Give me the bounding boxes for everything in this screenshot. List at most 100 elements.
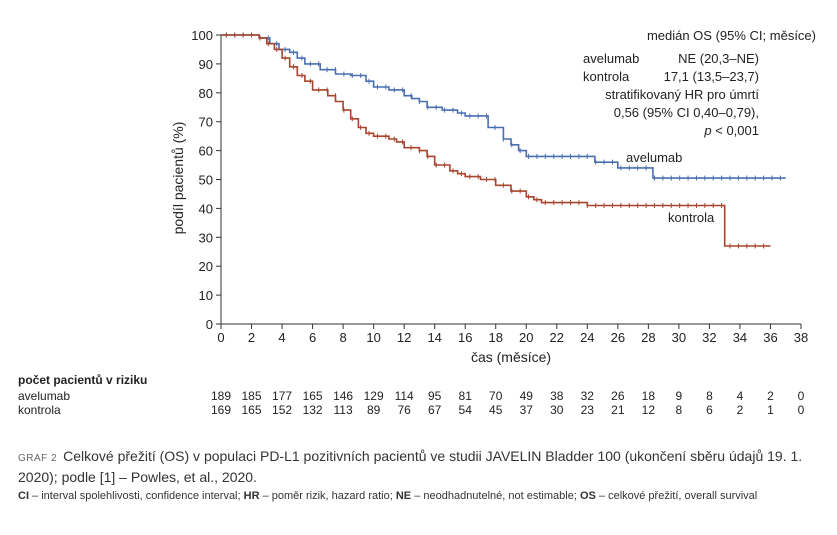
risk-count: 0	[797, 403, 805, 417]
x-tick-label: 6	[309, 330, 316, 345]
annotation-hr-line-1: stratifikovaný HR pro úmrtí	[605, 87, 759, 102]
risk-count: 9	[675, 389, 683, 403]
risk-count: 18	[641, 389, 656, 403]
risk-count: 132	[302, 403, 323, 417]
x-tick-label: 10	[366, 330, 380, 345]
annotation-p-symbol: p	[703, 123, 711, 138]
annotation-label-kontrola: kontrola	[583, 69, 630, 84]
x-tick-label: 20	[519, 330, 533, 345]
risk-count: 38	[550, 389, 564, 403]
x-tick-label: 18	[489, 330, 503, 345]
annotation-p-value: p < 0,001	[703, 123, 759, 138]
x-tick-label: 22	[550, 330, 564, 345]
abbreviations-footnote: CI – interval spolehlivosti, confidence …	[18, 490, 828, 502]
y-tick-label: 60	[199, 144, 213, 159]
y-tick-label: 90	[199, 57, 213, 72]
risk-count: 165	[241, 403, 262, 417]
risk-row-label: avelumab	[18, 389, 71, 403]
footnote-abbr: NE	[395, 490, 412, 502]
risk-count: 0	[797, 389, 805, 403]
survival-curves	[221, 32, 786, 249]
risk-count: 129	[363, 389, 384, 403]
caption-text: Celkové přežití (OS) v populaci PD-L1 po…	[18, 448, 803, 485]
x-tick-label: 30	[672, 330, 686, 345]
km-curve-kontrola	[221, 34, 771, 247]
annotation-value-avelumab: NE (20,3–NE)	[678, 51, 759, 66]
y-tick-label: 30	[199, 230, 213, 245]
figure-caption: GRAF 2 Celkové přežití (OS) v populaci PD…	[18, 447, 823, 487]
footnote-text: – neodhadnutelné, not estimable;	[411, 490, 580, 502]
y-tick-label: 100	[191, 28, 213, 43]
risk-count: 169	[210, 403, 232, 417]
annotation-label-avelumab: avelumab	[583, 51, 639, 66]
y-axis-title: podíl pacientů (%)	[170, 122, 186, 235]
risk-count: 165	[302, 389, 323, 403]
y-tick-label: 70	[199, 115, 213, 130]
risk-count: 2	[767, 389, 774, 403]
annotation-p-number: < 0,001	[712, 123, 759, 138]
x-tick-label: 4	[278, 330, 285, 345]
risk-count: 81	[458, 389, 472, 403]
x-tick-label: 12	[397, 330, 411, 345]
y-tick-label: 80	[199, 86, 213, 101]
x-axis-title: čas (měsíce)	[471, 349, 551, 365]
annotation-value-kontrola: 17,1 (13,5–23,7)	[664, 69, 759, 84]
risk-row-kontrola: kontrola 169 165 152 132 113 89 76 67 54 45 37 30 23 2…	[18, 403, 830, 417]
risk-table-title: počet pacientů v riziku	[18, 373, 148, 387]
y-tick-label: 0	[206, 317, 213, 332]
risk-table-rows: avelumab 189 185 177 165 146 129 114 95 81 70 49 38 3…	[18, 389, 830, 417]
median-annotation: medián OS (95% CI; měsíce) avelumab NE (…	[583, 28, 816, 138]
risk-count: 49	[519, 389, 533, 403]
y-tick-label: 40	[199, 201, 213, 216]
risk-count: 146	[333, 389, 354, 403]
risk-count: 76	[397, 403, 411, 417]
x-tick-label: 8	[339, 330, 346, 345]
footnote-abbr: CI	[18, 490, 29, 502]
x-tick-label: 34	[733, 330, 747, 345]
x-tick-label: 24	[580, 330, 594, 345]
annotation-hr-line-2: 0,56 (95% CI 0,40–0,79),	[614, 105, 759, 120]
risk-count: 37	[519, 403, 533, 417]
risk-count: 54	[458, 403, 472, 417]
footnote-abbr: HR	[243, 490, 260, 502]
footnote-text: – celkové přežití, overall survival	[595, 490, 758, 502]
risk-count: 8	[706, 389, 713, 403]
risk-count: 6	[706, 403, 713, 417]
footnote-text: – poměr rizik, hazard ratio;	[259, 490, 396, 502]
risk-count: 152	[272, 403, 293, 417]
risk-count: 32	[580, 389, 594, 403]
risk-table: počet pacientů v riziku avelumab 189 185 17…	[18, 373, 830, 417]
x-tick-label: 36	[763, 330, 777, 345]
risk-row-avelumab: avelumab 189 185 177 165 146 129 114 95 81 70 49 38 3…	[18, 389, 830, 403]
risk-count: 1	[767, 403, 774, 417]
series-end-label-kontrola: kontrola	[668, 210, 715, 225]
series-end-label-avelumab: avelumab	[626, 150, 682, 165]
x-tick-label: 38	[794, 330, 808, 345]
risk-count: 70	[489, 389, 503, 403]
risk-count: 8	[675, 403, 683, 417]
risk-count: 21	[611, 403, 625, 417]
annotation-header: medián OS (95% CI; měsíce)	[647, 28, 816, 43]
caption-label: GRAF 2	[18, 453, 58, 464]
risk-count: 189	[210, 389, 232, 403]
risk-count: 185	[241, 389, 262, 403]
risk-count: 113	[333, 403, 353, 417]
risk-count: 12	[641, 403, 656, 417]
risk-count: 4	[736, 389, 744, 403]
x-tick-label: 16	[458, 330, 472, 345]
risk-count: 23	[580, 403, 594, 417]
risk-count: 26	[611, 389, 625, 403]
risk-count: 67	[427, 403, 442, 417]
footnote-abbr: OS	[579, 490, 596, 502]
risk-count: 30	[550, 403, 564, 417]
y-tick-label: 20	[199, 259, 213, 274]
risk-count: 177	[272, 389, 293, 403]
x-tick-label: 2	[248, 330, 255, 345]
footnote-text: – interval spolehlivosti, confidence int…	[29, 490, 244, 502]
x-tick-label: 32	[702, 330, 716, 345]
x-tick-label: 0	[217, 330, 224, 345]
risk-count: 45	[489, 403, 503, 417]
x-tick-label: 26	[611, 330, 625, 345]
